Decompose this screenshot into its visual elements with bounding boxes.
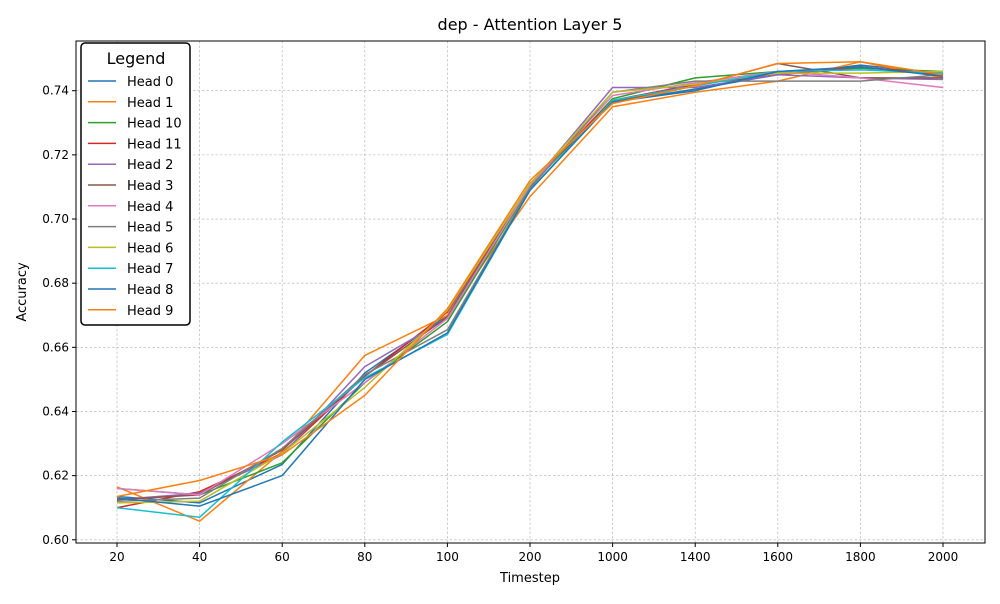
legend-label: Head 7 [127,262,173,277]
legend-label: Head 8 [127,283,173,298]
plot-frame [75,40,986,544]
legend-label: Head 6 [127,241,173,256]
x-tick-label: 40 [192,550,207,564]
legend-item: Head 3 [88,179,173,194]
y-tick-label: 0.62 [42,469,69,483]
legend-item: Head 1 [88,96,173,111]
x-axis-label: Timestep [499,571,560,586]
legend-item: Head 2 [88,158,173,173]
legend-item: Head 11 [88,137,182,152]
y-tick-label: 0.60 [42,533,69,547]
x-tick-label: 100 [436,550,459,564]
legend-label: Head 2 [127,158,173,173]
legend-label: Head 0 [127,75,173,90]
legend-label: Head 11 [127,137,182,152]
legend-item: Head 0 [88,75,173,90]
series-line-11 [116,61,944,498]
x-axis-ticks: 20 40 60 80 100 200 1000 1400 1600 1800 2000 [109,543,958,564]
series-line-10 [116,65,944,507]
legend-item: Head 8 [88,283,173,298]
y-tick-label: 0.72 [42,148,69,162]
y-axis-label: Accuracy [15,262,30,322]
legend-label: Head 3 [127,179,173,194]
chart-title: dep - Attention Layer 5 [438,15,623,34]
legend-label: Head 1 [127,96,173,111]
x-tick-label: 1800 [845,550,876,564]
legend-label: Head 4 [127,200,173,215]
y-axis-ticks: 0.60 0.62 0.64 0.66 0.68 0.70 0.72 0.74 [42,84,76,547]
legend-label: Head 9 [127,304,173,319]
x-tick-label: 1400 [680,550,711,564]
legend-label: Head 5 [127,221,173,236]
x-tick-label: 1000 [597,550,628,564]
legend-label: Head 10 [127,117,182,132]
legend-item: Head 9 [88,304,173,319]
y-tick-label: 0.64 [42,404,69,418]
series-line-7 [116,73,944,503]
legend-item: Head 5 [88,221,173,236]
y-tick-label: 0.66 [42,340,69,354]
legend-box [80,42,191,326]
x-tick-label: 1600 [763,550,794,564]
legend-item: Head 6 [88,241,173,256]
series-line-4 [116,73,944,501]
x-tick-label: 2000 [928,550,959,564]
x-tick-label: 20 [109,550,124,564]
series-lines [116,61,944,522]
legend-title: Legend [107,49,166,68]
x-tick-label: 200 [519,550,542,564]
legend-item: Head 7 [88,262,173,277]
y-tick-label: 0.74 [42,84,69,98]
series-line-8 [116,70,944,504]
series-line-1 [116,61,944,522]
x-tick-label: 80 [357,550,372,564]
legend-item: Head 10 [88,117,182,132]
legend-items: Head 0 Head 1 Head 10 Head 11 Head 2 Head 3 He… [88,75,182,319]
y-tick-label: 0.70 [42,212,69,226]
x-tick-label: 60 [275,550,290,564]
y-tick-label: 0.68 [42,276,69,290]
grid-lines [76,41,985,543]
legend-item: Head 4 [88,200,173,215]
